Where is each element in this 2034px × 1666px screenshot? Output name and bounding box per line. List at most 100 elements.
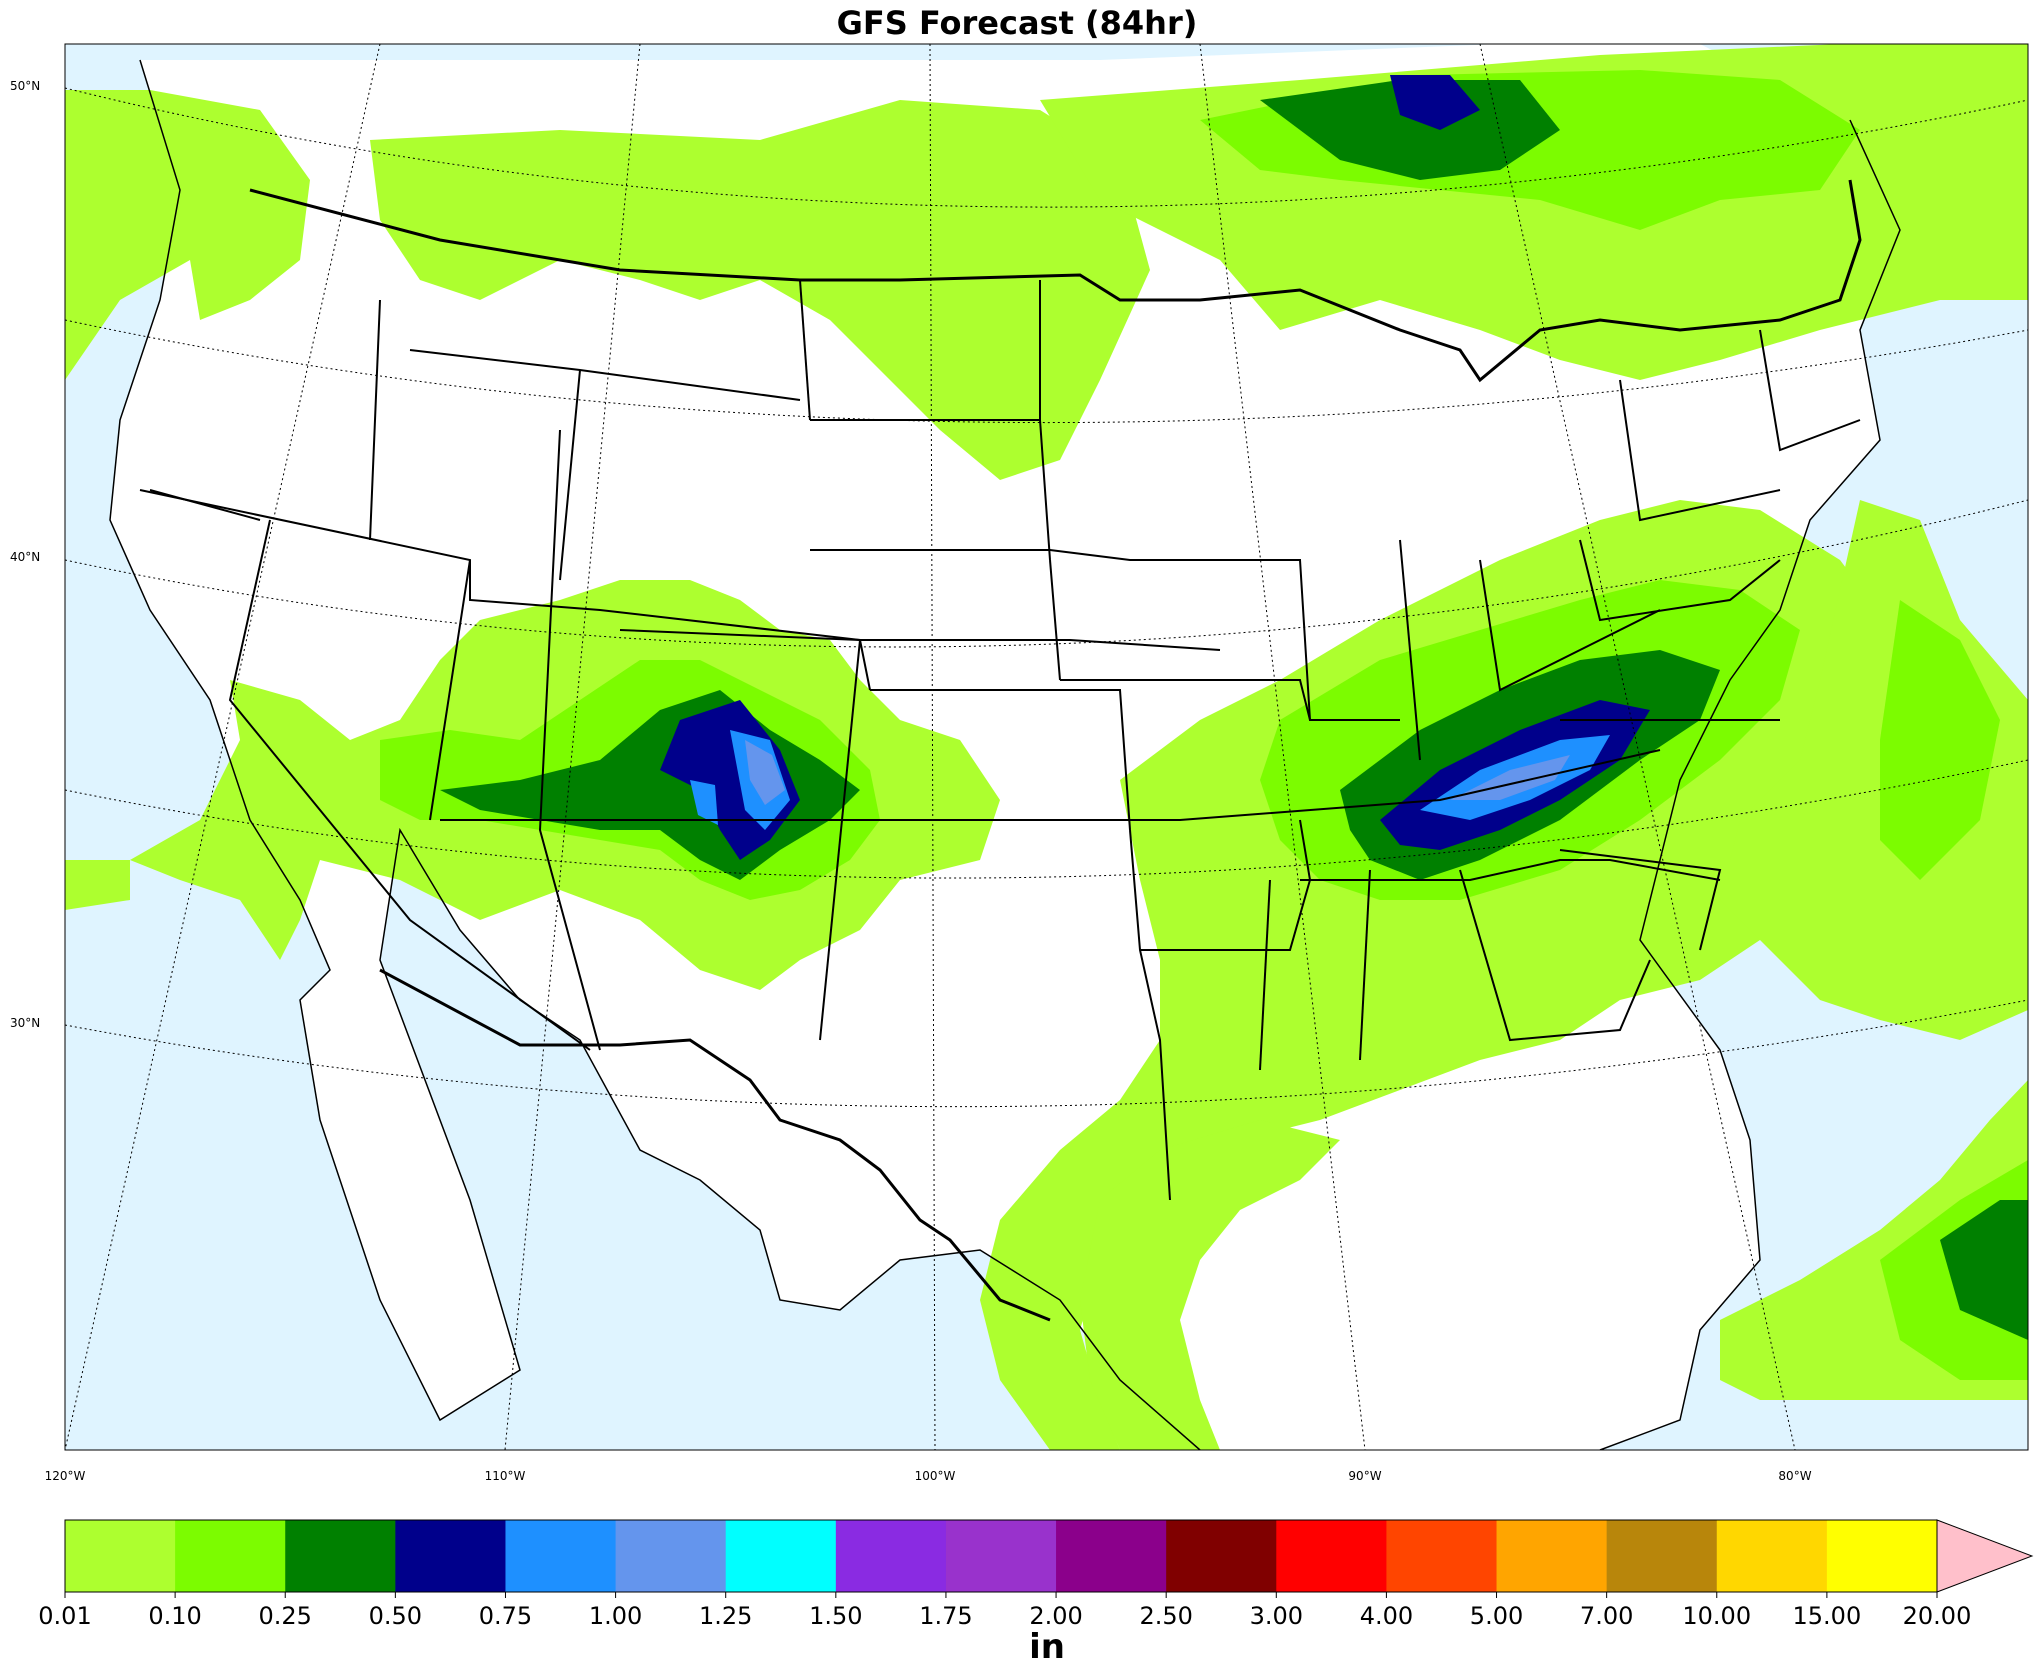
colorbar-segment <box>945 1520 1057 1592</box>
precip-region-southeast-100 <box>1450 755 1570 800</box>
state-line <box>1129 829 1171 1201</box>
precip-region-north-plains <box>370 100 1150 480</box>
lat-label-40n: 40°N <box>10 550 40 564</box>
lat-label-50n: 50°N <box>10 79 40 93</box>
state-line <box>1220 559 1400 721</box>
colorbar-tick-label: 3.00 <box>1250 1602 1303 1630</box>
parallel-40n <box>65 499 2028 648</box>
state-line <box>1559 849 1722 951</box>
colorbar-segment <box>1826 1520 1938 1592</box>
colorbar-tick-label: 0.10 <box>148 1602 201 1630</box>
meridian-110w <box>504 44 641 1450</box>
colorbar-tick-label: 0.75 <box>479 1602 532 1630</box>
state-line <box>1140 819 1312 951</box>
state-line <box>429 559 471 821</box>
state-line <box>1060 679 1311 721</box>
precip-region-canada-lakes-peak <box>1390 75 1480 130</box>
lon-label-120w: 120°W <box>45 1469 86 1483</box>
state-line <box>369 299 381 541</box>
parallel-45n <box>65 319 2028 424</box>
map-frame <box>64 43 2029 1451</box>
meridian-90w <box>1199 44 1366 1450</box>
state-line <box>1479 559 1661 692</box>
land-mass <box>110 44 1900 1450</box>
colorbar: 0.01 0.10 0.25 0.50 0.75 1.00 1.25 1.50 1.75 2.00… <box>38 1519 2034 1630</box>
colorbar-tick-label: 10.00 <box>1682 1602 1751 1630</box>
state-line <box>440 749 1661 821</box>
lon-label-100w: 100°W <box>915 1469 956 1483</box>
colorbar-segment <box>615 1520 727 1592</box>
graticule <box>65 44 2028 1450</box>
lon-label-90w: 90°W <box>1348 1469 1381 1483</box>
colorbar-segment <box>1606 1520 1718 1592</box>
precip-region-gulf <box>1080 1120 1340 1450</box>
colorbar-segment <box>395 1520 506 1592</box>
colorbar-segment <box>65 1520 176 1592</box>
lon-label-110w: 110°W <box>485 1469 526 1483</box>
precip-region-canada-lakes-core <box>1260 80 1560 180</box>
state-line <box>1619 379 1781 522</box>
colorbar-tick-label: 2.00 <box>1029 1602 1082 1630</box>
state-line <box>228 519 591 1051</box>
state-line <box>149 489 261 521</box>
state-line <box>810 549 1220 561</box>
precip-region-rockies-075b <box>690 780 718 825</box>
colorbar-segment <box>175 1520 286 1592</box>
colorbar-outline <box>64 1519 1938 1593</box>
colorbar-tick-label: 4.00 <box>1360 1602 1413 1630</box>
state-line <box>1049 559 1061 681</box>
colorbar-segment <box>1056 1520 1167 1592</box>
colorbar-segment <box>1386 1520 1498 1592</box>
meridian-100w <box>929 44 936 1450</box>
precip-region-baja <box>65 860 130 910</box>
map-title: GFS Forecast (84hr) <box>836 4 1198 42</box>
parallel-35n <box>65 759 2028 879</box>
precip-region-atlantic-010 <box>1880 600 2000 880</box>
colorbar-tick-label: 7.00 <box>1580 1602 1633 1630</box>
state-line <box>799 279 811 421</box>
colorbar-tick-label: 1.50 <box>809 1602 862 1630</box>
state-line <box>538 429 601 1051</box>
mexico-border <box>379 968 1051 1322</box>
state-line <box>1359 869 1371 1061</box>
colorbar-tick-label: 2.50 <box>1139 1602 1192 1630</box>
state-line <box>559 369 581 581</box>
coastline <box>109 59 1901 1450</box>
colorbar-segment <box>1276 1520 1387 1592</box>
colorbar-unit-label: in <box>1029 1627 1065 1666</box>
precip-region-northwest <box>65 90 310 380</box>
colorbar-tick-label: 1.75 <box>919 1602 972 1630</box>
state-line <box>1300 859 1721 881</box>
state-line <box>819 639 861 1041</box>
colorbar-tick-label: 15.00 <box>1793 1602 1862 1630</box>
colorbar-segment <box>725 1520 837 1592</box>
colorbar-tick-label: 20.00 <box>1903 1602 1972 1630</box>
state-line <box>1759 329 1861 452</box>
colorbar-segment <box>1496 1520 1608 1592</box>
colorbar-segment <box>1166 1520 1277 1592</box>
state-boundaries <box>139 179 1862 1322</box>
state-line <box>1259 879 1271 1071</box>
colorbar-tick-label: 0.50 <box>369 1602 422 1630</box>
precip-region-rockies-100 <box>745 740 785 805</box>
state-line <box>1459 869 1651 1042</box>
colorbar-segment <box>835 1520 947 1592</box>
state-line <box>1579 539 1781 622</box>
colorbar-tick-label: 5.00 <box>1470 1602 1523 1630</box>
parallel-50n <box>65 87 2028 208</box>
state-line <box>1399 539 1421 761</box>
colorbar-segment <box>505 1520 617 1592</box>
colorbar-tick-label: 0.25 <box>259 1602 312 1630</box>
meridian-120w <box>65 44 381 1450</box>
precipitation-contours <box>65 44 2028 1450</box>
state-line <box>870 689 1131 831</box>
parallel-30n <box>65 999 2028 1108</box>
precip-region-atlantic-se-025 <box>1940 1200 2028 1340</box>
colorbar-segment <box>285 1520 396 1592</box>
colorbar-tick-label: 1.25 <box>699 1602 752 1630</box>
colorbar-tick-label: 0.01 <box>38 1602 91 1630</box>
lon-label-80w: 80°W <box>1778 1469 1811 1483</box>
lat-label-30n: 30°N <box>10 1016 40 1030</box>
colorbar-extend-arrow <box>1936 1519 2034 1593</box>
